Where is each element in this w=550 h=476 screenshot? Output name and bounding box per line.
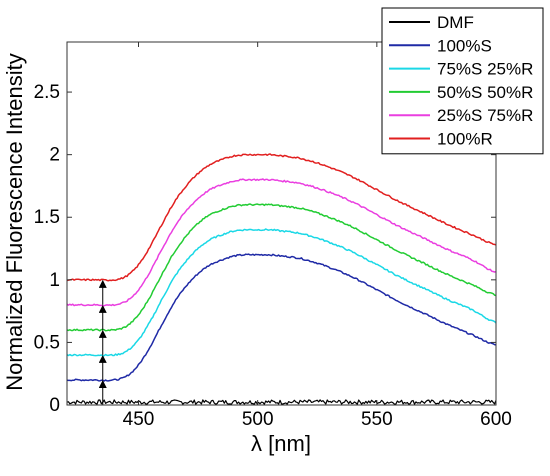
legend-label-2: 100%S <box>437 36 492 55</box>
plot-frame <box>66 41 497 406</box>
plot-area <box>66 153 497 405</box>
axes: 450 500 550 600 0 0.5 1 1.5 2 2.5 <box>34 41 512 430</box>
y-tick-label: 0.5 <box>34 332 60 353</box>
y-tick-label: 1.5 <box>34 207 60 228</box>
x-tick-label: 600 <box>480 409 512 430</box>
x-axis-label: λ [nm] <box>251 431 311 456</box>
legend: DMF 100%S 75%S 25%R 50%S 50%R 25%S 75%R 100%R <box>381 7 544 155</box>
x-tick-label: 500 <box>242 409 274 430</box>
legend-label-4: 50%S 50%R <box>437 83 533 102</box>
series-line-1 <box>66 399 497 405</box>
series-line-3 <box>66 228 497 357</box>
y-axis-label: Normalized Fluorescence Intensity <box>2 53 27 390</box>
legend-label-5: 25%S 75%R <box>437 106 533 125</box>
series-line-5 <box>66 178 497 307</box>
y-tick-label: 1 <box>49 270 60 291</box>
legend-label-1: DMF <box>437 13 474 32</box>
legend-box <box>381 7 544 155</box>
y-tick-label: 2.5 <box>34 82 60 103</box>
y-tick-label: 0 <box>49 395 60 416</box>
x-tick-label: 450 <box>123 409 155 430</box>
y-tick-label: 2 <box>49 145 60 166</box>
series-line-6 <box>66 153 497 282</box>
series-line-4 <box>66 203 497 332</box>
x-tick-label: 550 <box>361 409 393 430</box>
legend-label-3: 75%S 25%R <box>437 60 533 79</box>
legend-label-6: 100%R <box>437 130 493 149</box>
series-line-2 <box>66 253 497 382</box>
